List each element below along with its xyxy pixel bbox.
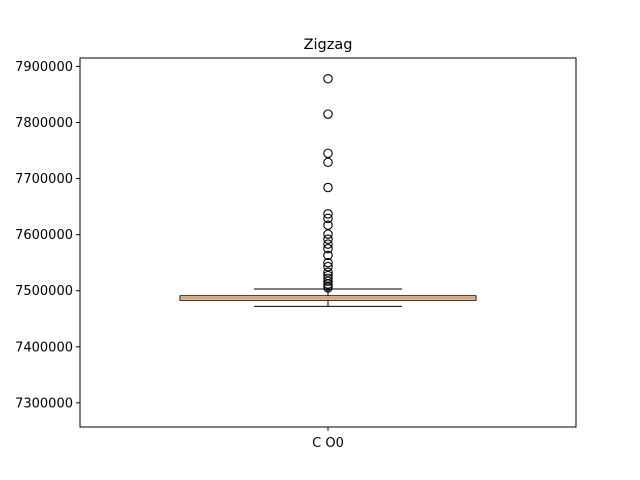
outlier-point [323,209,333,219]
outlier-point [323,276,333,286]
y-tick-label: 7400000 [15,340,73,355]
y-tick-label: 7600000 [15,228,73,243]
outlier-point [323,267,333,277]
y-tick-label: 7900000 [15,60,73,75]
outlier-point [323,257,333,268]
outlier-point [323,220,333,230]
plot-frame [79,57,577,428]
outlier-point [323,182,333,193]
y-axis: 7300000 7400000 7500000 7600000 7700000 78000… [15,60,80,411]
chart-title: Zigzag [304,37,353,53]
outlier-point [323,243,333,254]
outlier-group [323,73,333,293]
x-axis: C O0 [312,427,344,451]
outlier-point [323,239,333,249]
box-group [179,288,477,307]
y-tick-label: 7500000 [15,284,73,299]
outlier-point [323,229,333,239]
outlier-point [323,148,333,159]
y-tick-label: 7800000 [15,116,73,131]
outlier-point [323,279,333,289]
y-tick-label: 7300000 [15,396,73,411]
outlier-point [323,283,333,293]
outlier-point [323,250,333,261]
x-tick-label: C O0 [312,436,344,451]
outlier-point [323,261,333,272]
outlier-point [323,234,333,244]
y-tick-label: 7700000 [15,172,73,187]
outlier-point [323,213,333,224]
outlier-point [323,73,333,84]
outlier-point [323,109,333,119]
outlier-point [323,157,333,168]
